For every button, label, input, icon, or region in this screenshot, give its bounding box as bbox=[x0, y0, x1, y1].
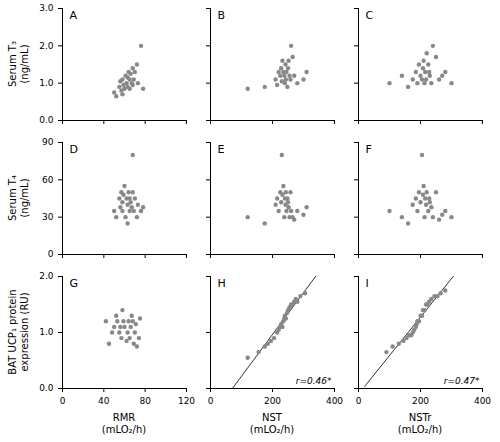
svg-text:1.0: 1.0 bbox=[39, 327, 54, 337]
svg-text:C: C bbox=[366, 9, 374, 22]
svg-text:D: D bbox=[70, 143, 78, 156]
svg-text:G: G bbox=[70, 277, 79, 290]
svg-text:0: 0 bbox=[60, 396, 66, 406]
svg-text:200: 200 bbox=[264, 396, 281, 406]
html-text:BAT UCP₁ protein expression (R: BAT UCP₁ protein expression (RU) bbox=[7, 289, 30, 375]
svg-text:1.0: 1.0 bbox=[39, 78, 54, 88]
svg-text:2.0: 2.0 bbox=[39, 271, 54, 281]
svg-text:30: 30 bbox=[42, 212, 54, 222]
svg-text:F: F bbox=[366, 143, 372, 156]
svg-text:40: 40 bbox=[98, 396, 110, 406]
svg-text:400: 400 bbox=[326, 396, 343, 406]
svg-text:60: 60 bbox=[42, 175, 54, 185]
svg-text:200: 200 bbox=[412, 396, 429, 406]
svg-text:E: E bbox=[218, 143, 225, 156]
svg-text:r=0.47*: r=0.47* bbox=[444, 376, 480, 386]
svg-text:0: 0 bbox=[48, 249, 54, 259]
svg-text:0.0: 0.0 bbox=[39, 115, 54, 125]
svg-text:0: 0 bbox=[356, 396, 362, 406]
svg-text:3.0: 3.0 bbox=[39, 3, 54, 13]
svg-text:I: I bbox=[366, 277, 369, 290]
svg-text:A: A bbox=[70, 9, 78, 22]
svg-text:80: 80 bbox=[139, 396, 151, 406]
html-text:Serum T₄ (ng/mL): Serum T₄ (ng/mL) bbox=[7, 175, 30, 221]
svg-text:H: H bbox=[218, 277, 226, 290]
svg-text:0: 0 bbox=[208, 396, 214, 406]
svg-text:120: 120 bbox=[178, 396, 195, 406]
svg-text:B: B bbox=[218, 9, 226, 22]
svg-text:90: 90 bbox=[42, 137, 54, 147]
html-text:Serum T₃ (ng/mL): Serum T₃ (ng/mL) bbox=[7, 41, 30, 87]
svg-text:r=0.46*: r=0.46* bbox=[296, 376, 332, 386]
html-text:NST (mLO₂/h): NST (mLO₂/h) bbox=[249, 412, 295, 435]
svg-text:2.0: 2.0 bbox=[39, 41, 54, 51]
svg-text:0.0: 0.0 bbox=[39, 383, 54, 393]
html-text:RMR (mLO₂/h): RMR (mLO₂/h) bbox=[101, 412, 147, 435]
html-text:NSTr (mLO₂/h): NSTr (mLO₂/h) bbox=[397, 412, 443, 435]
svg-text:400: 400 bbox=[474, 396, 491, 406]
